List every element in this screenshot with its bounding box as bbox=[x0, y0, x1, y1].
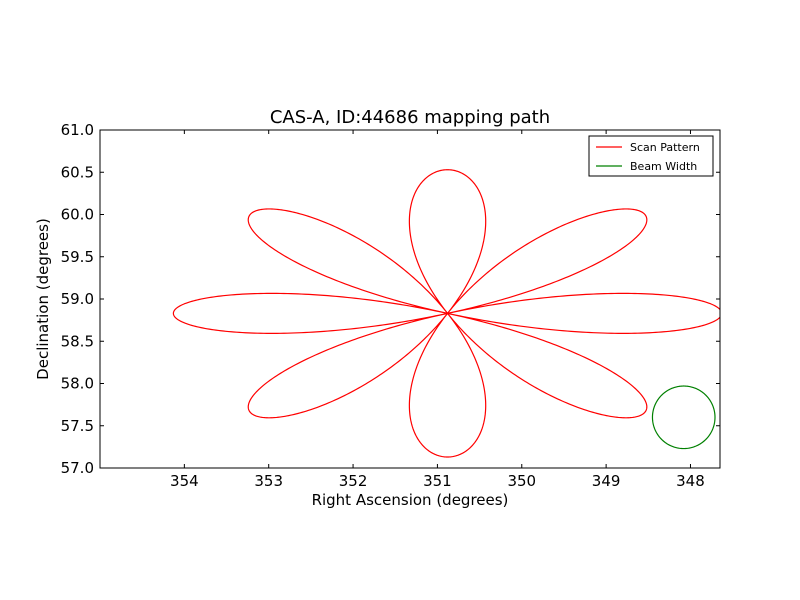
x-tick-label: 351 bbox=[423, 472, 452, 490]
ticks-layer: 354 353 352 351 350 349 348 57.0 57.5 58.0 58.5 59.… bbox=[61, 121, 720, 490]
series-layer bbox=[172, 169, 720, 458]
y-tick-label: 57.0 bbox=[61, 459, 94, 477]
x-tick-label: 352 bbox=[339, 472, 368, 490]
y-tick-label: 58.0 bbox=[61, 375, 94, 393]
y-tick-label: 60.5 bbox=[61, 163, 94, 181]
y-tick-label: 59.0 bbox=[61, 290, 94, 308]
x-tick-label: 348 bbox=[676, 472, 705, 490]
legend-label: Beam Width bbox=[630, 160, 697, 173]
legend-box bbox=[588, 135, 714, 177]
chart-title: CAS-A, ID:44686 mapping path bbox=[270, 107, 550, 128]
legend-label: Scan Pattern bbox=[630, 141, 700, 154]
x-tick-label: 353 bbox=[254, 472, 283, 490]
y-tick-label: 58.5 bbox=[61, 332, 94, 350]
y-tick-label: 61.0 bbox=[61, 121, 94, 139]
y-tick-label: 57.5 bbox=[61, 417, 94, 435]
y-axis-label: Declination (degrees) bbox=[34, 218, 52, 380]
series-line-beam-width bbox=[651, 385, 716, 450]
legend: Scan Pattern Beam Width bbox=[588, 135, 714, 177]
x-tick-label: 354 bbox=[170, 472, 199, 490]
x-axis-label: Right Ascension (degrees) bbox=[312, 491, 509, 509]
x-tick-label: 350 bbox=[507, 472, 536, 490]
series-line-scan-pattern bbox=[172, 169, 720, 458]
y-tick-label: 60.0 bbox=[61, 206, 94, 224]
x-tick-label: 349 bbox=[592, 472, 621, 490]
y-tick-label: 59.5 bbox=[61, 248, 94, 266]
